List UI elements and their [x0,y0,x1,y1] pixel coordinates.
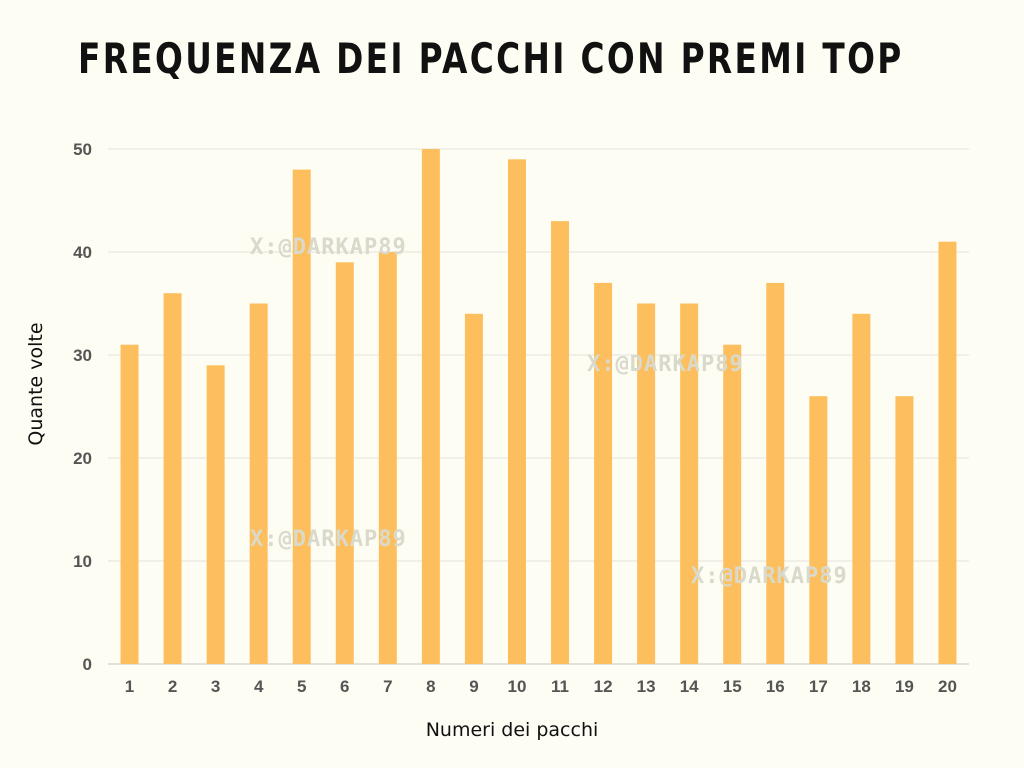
x-tick-label: 4 [254,677,264,696]
y-tick-label: 30 [73,346,92,365]
x-axis-ticks: 1 2 3 4 5 6 7 8 9 10 11 12 13 14 15 16 17 18 19 20 [125,677,957,696]
x-tick-label: 17 [809,677,828,696]
x-tick-label: 15 [723,677,742,696]
bar-pacco-1 [120,344,139,664]
x-tick-label: 13 [637,677,656,696]
bar-pacco-10 [507,159,526,665]
watermark: X:@DARKAP89 [587,352,744,377]
x-tick-label: 16 [766,677,785,696]
y-tick-label: 40 [73,243,92,262]
x-tick-label: 3 [211,677,220,696]
bar-pacco-11 [551,221,570,664]
bar-pacco-15 [723,344,742,664]
x-tick-label: 14 [680,677,699,696]
bar-pacco-20 [938,241,957,664]
x-tick-label: 20 [938,677,957,696]
x-tick-label: 10 [508,677,527,696]
x-tick-label: 18 [852,677,871,696]
x-tick-label: 8 [426,677,435,696]
x-tick-label: 6 [340,677,349,696]
x-axis-title: Numeri dei pacchi [426,719,599,741]
y-axis-ticks: 0 10 20 30 40 50 [73,140,92,674]
bar-pacco-16 [766,282,785,664]
bar-pacco-9 [464,313,483,664]
x-tick-label: 7 [383,677,392,696]
bar-pacco-5 [292,169,311,664]
bar-pacco-8 [421,149,440,664]
watermark: X:@DARKAP89 [691,564,848,589]
bar-pacco-18 [852,313,871,664]
bars [120,149,957,665]
bar-pacco-17 [809,396,828,664]
y-axis-title: Quante volte [25,322,47,445]
y-tick-label: 0 [83,655,92,674]
x-tick-label: 9 [469,677,478,696]
bar-pacco-6 [335,262,354,664]
watermark: X:@DARKAP89 [250,527,407,552]
bar-pacco-14 [680,303,699,664]
chart-title: Frequenza dei pacchi con premi top [78,34,904,83]
x-tick-label: 2 [168,677,177,696]
bar-pacco-2 [163,293,182,664]
bar-pacco-3 [206,365,225,664]
x-tick-label: 1 [125,677,134,696]
y-tick-label: 10 [73,552,92,571]
bar-pacco-13 [637,303,656,664]
x-tick-label: 5 [297,677,306,696]
watermark: X:@DARKAP89 [250,235,407,260]
x-tick-label: 19 [895,677,914,696]
bar-pacco-19 [895,396,914,664]
x-tick-label: 12 [594,677,613,696]
watermarks: X:@DARKAP89 X:@DARKAP89 X:@DARKAP89 X:@D… [250,235,848,589]
y-tick-label: 20 [73,449,92,468]
bar-pacco-7 [378,252,397,664]
bar-pacco-4 [249,303,268,664]
x-tick-label: 11 [551,677,569,696]
bar-pacco-12 [594,282,613,664]
y-tick-label: 50 [73,140,92,159]
